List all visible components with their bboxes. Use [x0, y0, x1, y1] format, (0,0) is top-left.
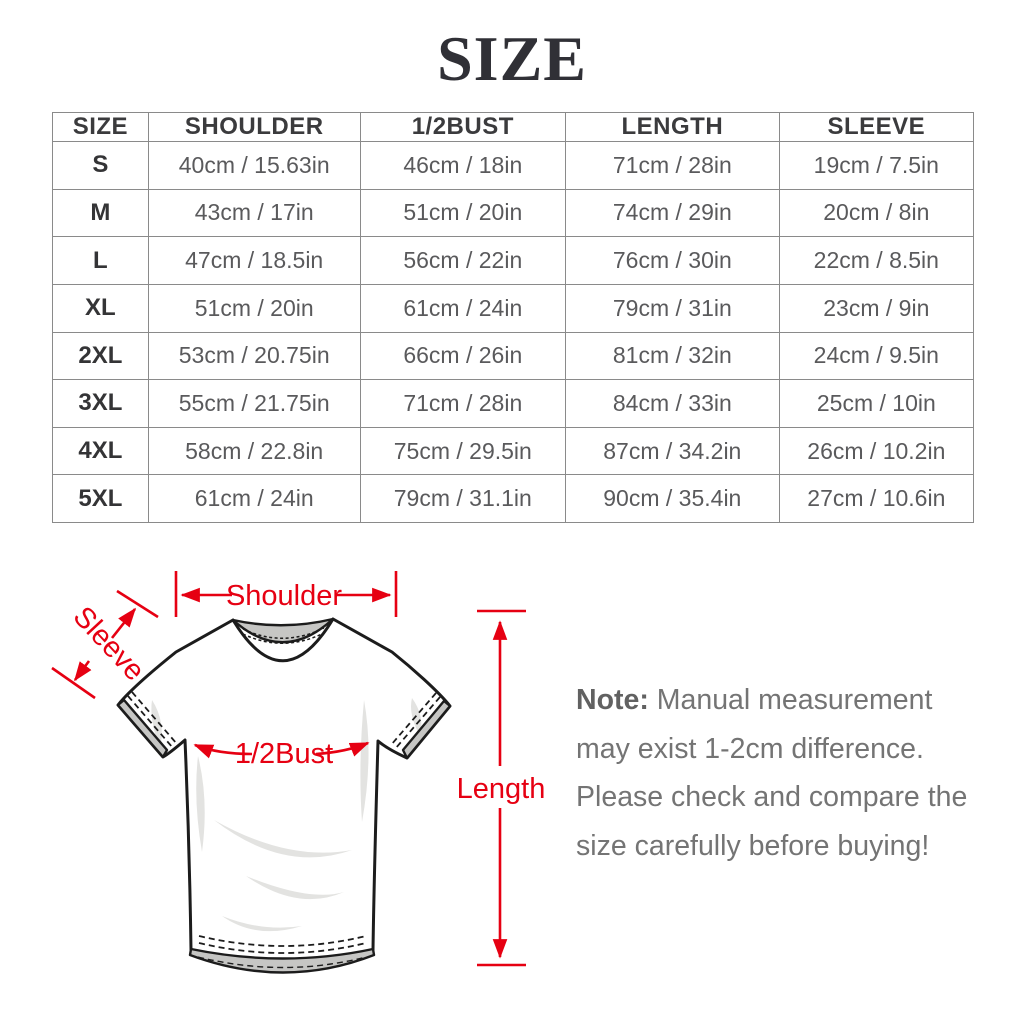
table-row: 5XL 61cm / 24in 79cm / 31.1in 90cm / 35.…: [52, 474, 975, 523]
cell-size: 2XL: [52, 331, 149, 381]
cell-bust: 51cm / 20in: [359, 188, 566, 238]
cell-bust: 66cm / 26in: [359, 331, 566, 381]
cell-sleeve: 27cm / 10.6in: [778, 474, 975, 523]
cell-shoulder: 55cm / 21.75in: [147, 379, 361, 428]
note-label: Note:: [576, 684, 649, 716]
length-annotation: Length: [457, 609, 546, 967]
header-row: SIZE SHOULDER 1/2BUST LENGTH SLEEVE: [52, 112, 975, 142]
cell-shoulder: 51cm / 20in: [147, 283, 361, 333]
cell-sleeve: 19cm / 7.5in: [778, 141, 975, 190]
cell-bust: 75cm / 29.5in: [359, 426, 566, 476]
header-length: LENGTH: [564, 112, 780, 142]
shoulder-label: Shoulder: [226, 580, 342, 612]
hem-band: [188, 947, 376, 974]
table-row: L 47cm / 18.5in 56cm / 22in 76cm / 30in …: [52, 236, 975, 285]
cell-shoulder: 43cm / 17in: [147, 188, 361, 238]
page-title: SIZE: [437, 23, 587, 94]
bust-annotation: 1/2Bust: [193, 738, 370, 770]
cell-sleeve: 20cm / 8in: [778, 188, 975, 238]
table-row: 2XL 53cm / 20.75in 66cm / 26in 81cm / 32…: [52, 331, 975, 381]
header-sleeve: SLEEVE: [778, 112, 975, 142]
tshirt-drawing: [116, 617, 452, 974]
cell-size: XL: [52, 283, 149, 333]
cell-sleeve: 22cm / 8.5in: [778, 236, 975, 285]
cell-bust: 71cm / 28in: [359, 379, 566, 428]
bust-label: 1/2Bust: [235, 738, 333, 770]
header-size: SIZE: [52, 112, 149, 142]
cell-bust: 61cm / 24in: [359, 283, 566, 333]
cell-length: 76cm / 30in: [564, 236, 780, 285]
cell-length: 84cm / 33in: [564, 379, 780, 428]
shoulder-annotation: Shoulder: [174, 571, 398, 617]
cell-length: 79cm / 31in: [564, 283, 780, 333]
tshirt-measurement-diagram: Shoulder Sleeve 1/2Bust Length: [51, 571, 546, 974]
cell-sleeve: 23cm / 9in: [778, 283, 975, 333]
note-body: Manual measurement may exist 1-2cm diffe…: [576, 684, 968, 862]
left-cuff: [116, 698, 169, 759]
cell-length: 71cm / 28in: [564, 141, 780, 190]
length-label: Length: [457, 773, 546, 805]
cell-size: 3XL: [52, 379, 149, 428]
cell-size: L: [52, 236, 149, 285]
cell-bust: 79cm / 31.1in: [359, 474, 566, 523]
cell-sleeve: 26cm / 10.2in: [778, 426, 975, 476]
table-row: S 40cm / 15.63in 46cm / 18in 71cm / 28in…: [52, 141, 975, 190]
table-row: XL 51cm / 20in 61cm / 24in 79cm / 31in 2…: [52, 283, 975, 333]
note-text: Note: Manual measurement may exist 1-2cm…: [576, 676, 976, 870]
header-bust: 1/2BUST: [359, 112, 566, 142]
cell-size: S: [52, 141, 149, 190]
cell-shoulder: 40cm / 15.63in: [147, 141, 361, 190]
cell-size: M: [52, 188, 149, 238]
cell-size: 4XL: [52, 426, 149, 476]
cell-sleeve: 25cm / 10in: [778, 379, 975, 428]
table-row: 3XL 55cm / 21.75in 71cm / 28in 84cm / 33…: [52, 379, 975, 428]
cell-sleeve: 24cm / 9.5in: [778, 331, 975, 381]
size-chart-table: SIZE SHOULDER 1/2BUST LENGTH SLEEVE S 40…: [52, 112, 975, 523]
cell-shoulder: 58cm / 22.8in: [147, 426, 361, 476]
table-row: 4XL 58cm / 22.8in 75cm / 29.5in 87cm / 3…: [52, 426, 975, 476]
table-row: M 43cm / 17in 51cm / 20in 74cm / 29in 20…: [52, 188, 975, 238]
header-shoulder: SHOULDER: [147, 112, 361, 142]
cell-length: 90cm / 35.4in: [564, 474, 780, 523]
cell-length: 87cm / 34.2in: [564, 426, 780, 476]
cell-size: 5XL: [52, 474, 149, 523]
cell-bust: 46cm / 18in: [359, 141, 566, 190]
right-cuff: [401, 699, 452, 760]
collar-back: [231, 617, 335, 644]
cell-shoulder: 61cm / 24in: [147, 474, 361, 523]
cell-length: 81cm / 32in: [564, 331, 780, 381]
tshirt-body: [116, 617, 452, 962]
cell-shoulder: 53cm / 20.75in: [147, 331, 361, 381]
cell-bust: 56cm / 22in: [359, 236, 566, 285]
cell-shoulder: 47cm / 18.5in: [147, 236, 361, 285]
cell-length: 74cm / 29in: [564, 188, 780, 238]
